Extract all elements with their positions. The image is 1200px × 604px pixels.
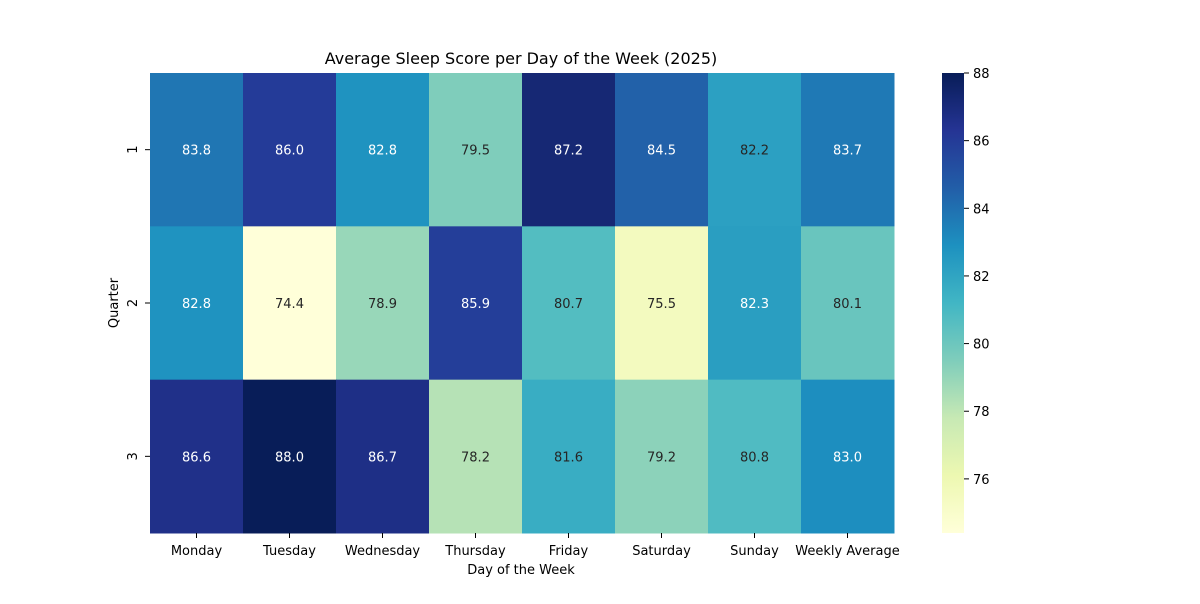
x-tick-label: Weekly Average (795, 544, 899, 559)
cell-value-label: 86.6 (182, 450, 211, 465)
colorbar-tick-label: 82 (973, 270, 990, 285)
cell-value-label: 74.4 (275, 297, 304, 312)
x-tick-label: Wednesday (345, 544, 421, 559)
colorbar-tick-label: 88 (973, 67, 990, 82)
heatmap-cell (243, 73, 337, 227)
x-axis-label: Day of the Week (467, 563, 575, 578)
y-tick-label: 3 (126, 452, 141, 460)
cell-value-label: 82.3 (740, 297, 769, 312)
cell-value-label: 80.8 (740, 450, 769, 465)
cell-value-label: 82.2 (740, 144, 769, 159)
heatmap-cell (801, 379, 895, 534)
heatmap-cell (336, 226, 430, 381)
heatmap-cell (801, 73, 895, 227)
heatmap-cell (150, 226, 244, 381)
cell-value-label: 85.9 (461, 297, 490, 312)
y-axis: 1 2 3 (126, 146, 150, 460)
cell-value-label: 83.8 (182, 144, 211, 159)
heatmap-cell (150, 379, 244, 534)
cell-value-label: 86.7 (368, 450, 397, 465)
chart-title: Average Sleep Score per Day of the Week … (325, 49, 718, 68)
cell-value-label: 82.8 (182, 297, 211, 312)
x-axis: Monday Tuesday Wednesday Thursday Friday Satu… (171, 533, 900, 559)
colorbar-tick-label: 80 (973, 338, 990, 353)
cell-value-labels: 83.8 86.0 82.8 79.5 87.2 84.5 82.2 83.7 82.8 74.4… (182, 144, 862, 466)
colorbar-tick-label: 86 (973, 135, 990, 150)
y-axis-label: Quarter (107, 277, 122, 328)
colorbar-gradient (942, 73, 964, 533)
heatmap-cell (615, 226, 709, 381)
heatmap-cell (243, 379, 337, 534)
heatmap-cell (522, 379, 616, 534)
cell-value-label: 75.5 (647, 297, 676, 312)
heatmap-cell (708, 379, 802, 534)
heatmap-cell (336, 73, 430, 227)
y-tick-label: 1 (126, 146, 141, 154)
heatmap-cell (615, 379, 709, 534)
colorbar: 76 78 80 82 84 86 88 (942, 67, 990, 533)
colorbar-tick-label: 76 (973, 473, 990, 488)
heatmap-cell (336, 379, 430, 534)
cell-value-label: 78.9 (368, 297, 397, 312)
colorbar-ticks: 76 78 80 82 84 86 88 (964, 67, 990, 488)
heatmap-cell (243, 226, 337, 381)
heatmap-cell (522, 73, 616, 227)
heatmap-cell (429, 226, 523, 381)
x-tick-label: Friday (549, 544, 589, 559)
heatmap-cell (429, 379, 523, 534)
heatmap-cell (150, 73, 244, 227)
cell-value-label: 82.8 (368, 144, 397, 159)
cell-value-label: 88.0 (275, 450, 304, 465)
heatmap-cell (615, 73, 709, 227)
cell-value-label: 80.7 (554, 297, 583, 312)
heatmap-cell (522, 226, 616, 381)
colorbar-tick-label: 78 (973, 405, 990, 420)
cell-value-label: 83.7 (833, 144, 862, 159)
x-tick-label: Saturday (632, 544, 691, 559)
cell-value-label: 83.0 (833, 450, 862, 465)
cell-value-label: 80.1 (833, 297, 862, 312)
cell-value-label: 79.5 (461, 144, 490, 159)
cell-value-label: 79.2 (647, 450, 676, 465)
x-tick-label: Monday (171, 544, 223, 559)
y-tick-label: 2 (126, 299, 141, 307)
cell-value-label: 86.0 (275, 144, 304, 159)
heatmap-cells (150, 73, 895, 534)
cell-value-label: 81.6 (554, 450, 583, 465)
cell-value-label: 78.2 (461, 450, 490, 465)
cell-value-label: 87.2 (554, 144, 583, 159)
heatmap-cell (801, 226, 895, 381)
x-tick-label: Sunday (730, 544, 779, 559)
heatmap-cell (708, 73, 802, 227)
heatmap-cell (429, 73, 523, 227)
colorbar-tick-label: 84 (973, 202, 990, 217)
x-tick-label: Thursday (444, 544, 506, 559)
x-tick-label: Tuesday (262, 544, 316, 559)
heatmap-cell (708, 226, 802, 381)
cell-value-label: 84.5 (647, 144, 676, 159)
